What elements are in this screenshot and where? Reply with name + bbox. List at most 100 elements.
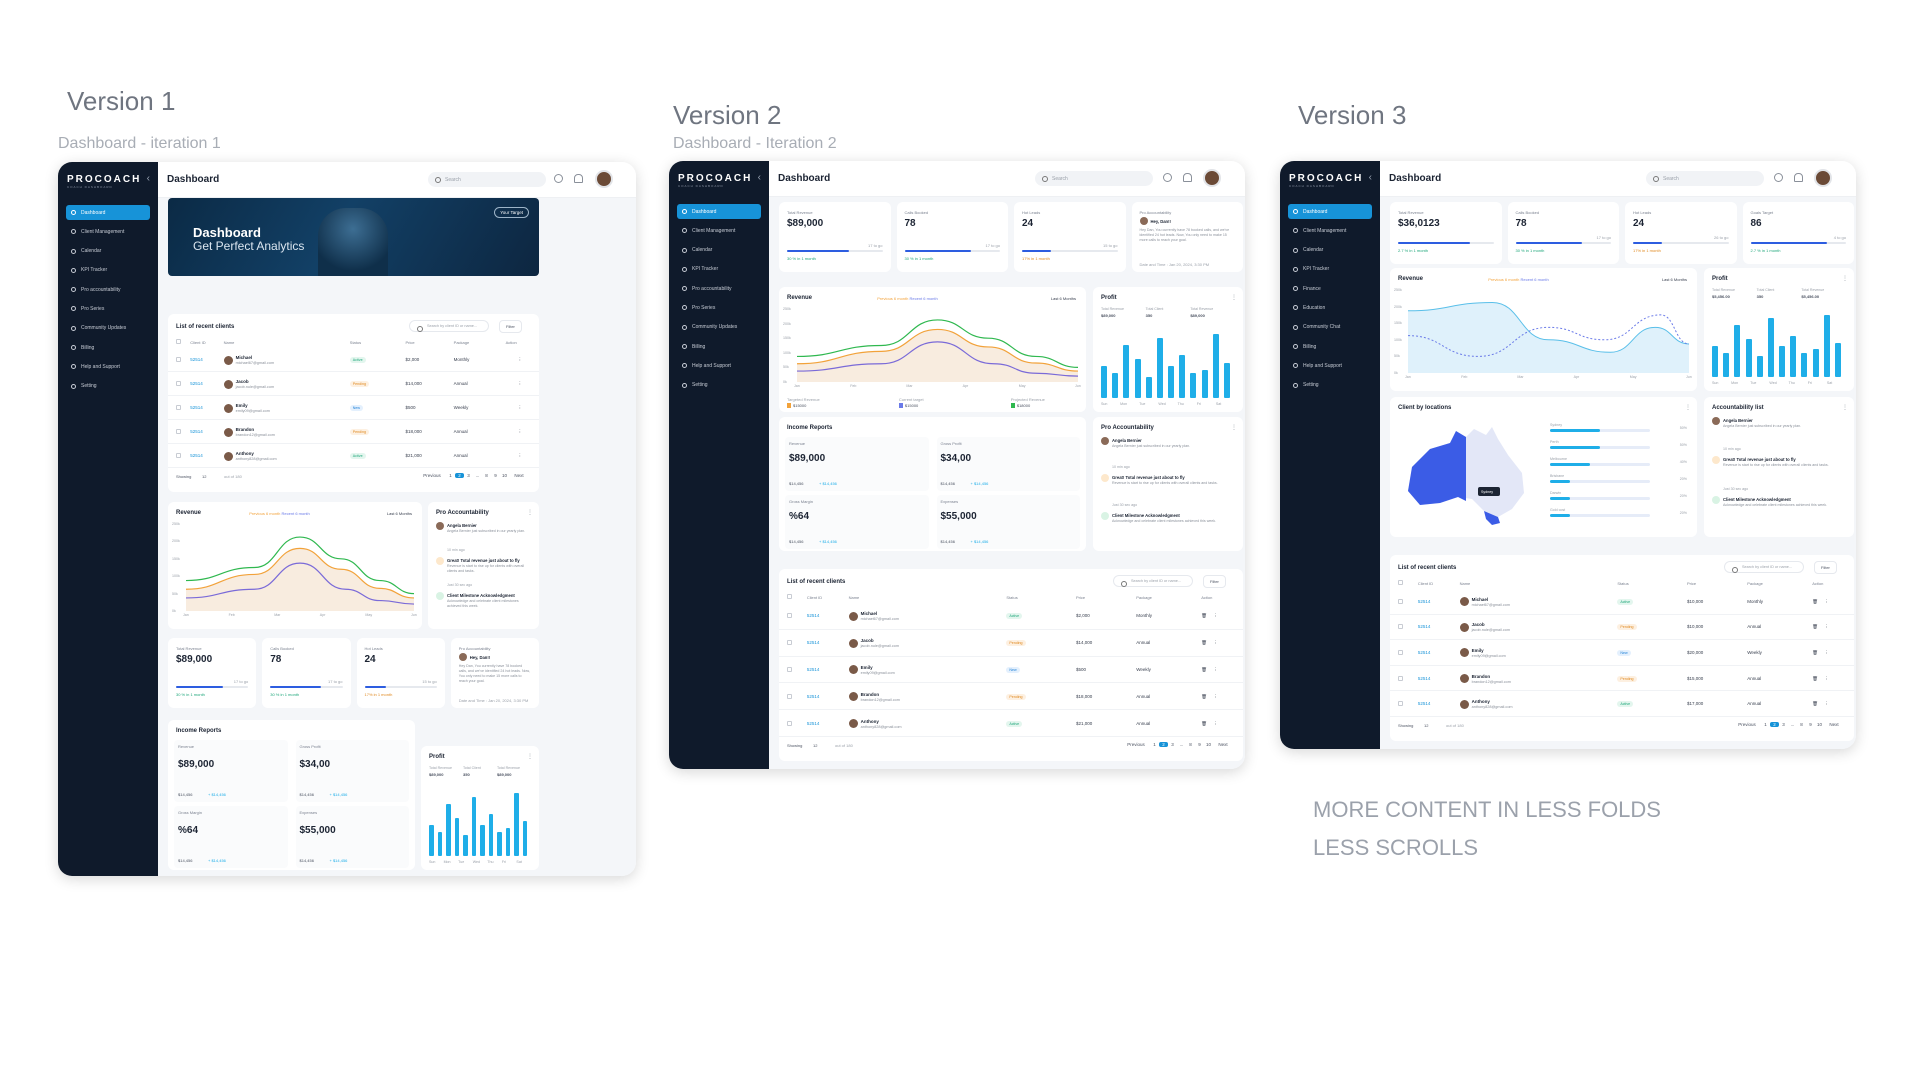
sidebar-item-client-management[interactable]: Client Management <box>1288 223 1372 238</box>
sidebar-item-calendar[interactable]: Calendar <box>1288 243 1372 258</box>
row-checkbox[interactable] <box>787 613 792 619</box>
sidebar-item-community-updates[interactable]: Community Updates <box>66 321 150 336</box>
table-row[interactable]: 52514 Emily emily09@gmail.com New $20,000 Wee… <box>1390 640 1854 666</box>
more-icon[interactable]: ⋮ <box>1231 295 1237 301</box>
sidebar-item-setting[interactable]: Setting <box>677 378 761 393</box>
page-button[interactable]: 9 <box>1809 722 1812 727</box>
page-button[interactable]: 9 <box>494 473 497 478</box>
page-button[interactable]: 8 <box>485 473 488 478</box>
table-row[interactable]: 52514 Michael michael67@gmail.com Active $2,… <box>168 348 539 372</box>
row-checkbox[interactable] <box>176 381 181 386</box>
more-icon[interactable]: ⋮ <box>1685 405 1691 411</box>
table-row[interactable]: 52514 Jacob jacob.nule@gmail.com Pending $14… <box>168 372 539 396</box>
page-button[interactable]: 10 <box>501 473 507 478</box>
page-button[interactable]: 1 <box>449 473 452 478</box>
table-row[interactable]: 52514 Anthony anthony828@gmail.com Active $1… <box>1390 691 1854 717</box>
page-button[interactable]: 10 <box>1816 722 1822 727</box>
page-button[interactable]: ... <box>1179 742 1184 747</box>
trash-icon[interactable]: 🗑 <box>1201 720 1207 726</box>
page-button[interactable]: 2 <box>1770 722 1779 727</box>
page-button[interactable]: 1 <box>1153 742 1156 747</box>
row-checkbox[interactable] <box>176 453 181 458</box>
row-checkbox[interactable] <box>1398 675 1403 681</box>
sidebar-item-community-updates[interactable]: Community Updates <box>677 320 761 335</box>
page-button[interactable]: ... <box>475 473 480 478</box>
more-icon[interactable]: ⋮ <box>1213 613 1218 619</box>
trash-icon[interactable]: 🗑 <box>1201 613 1207 619</box>
sidebar-item-pro-accountability[interactable]: Pro accountability <box>66 282 150 297</box>
page-button[interactable]: 3 <box>1171 742 1174 747</box>
sidebar-item-setting[interactable]: Setting <box>1288 378 1372 393</box>
page-button[interactable]: 3 <box>467 473 470 478</box>
table-row[interactable]: 52514 Jacob jacob.nule@gmail.com Pending $10… <box>1390 615 1854 641</box>
table-row[interactable]: 52514 Michael michael67@gmail.com Active $2,… <box>779 603 1243 630</box>
table-row[interactable]: 52514 Jacob jacob.nule@gmail.com Pending $14… <box>779 630 1243 657</box>
client-id-link[interactable]: 52514 <box>806 666 820 672</box>
more-icon[interactable]: ⋮ <box>517 381 523 386</box>
page-button[interactable]: 2 <box>455 473 464 478</box>
sidebar-item-finance[interactable]: Finance <box>1288 281 1372 296</box>
client-id-link[interactable]: 52514 <box>190 357 203 362</box>
filter-button[interactable]: Filter <box>1203 575 1226 588</box>
bell-icon[interactable] <box>1183 173 1192 182</box>
more-icon[interactable]: ⋮ <box>1213 640 1218 646</box>
row-checkbox[interactable] <box>1398 701 1403 707</box>
more-icon[interactable]: ⋮ <box>527 754 533 760</box>
trash-icon[interactable]: 🗑 <box>1812 675 1818 681</box>
row-checkbox[interactable] <box>787 666 792 672</box>
more-icon[interactable]: ⋮ <box>1824 675 1829 681</box>
previous-button[interactable]: Previous <box>423 473 441 478</box>
your-target-button[interactable]: Your Target <box>494 207 529 218</box>
more-icon[interactable]: ⋮ <box>517 405 523 410</box>
client-id-link[interactable]: 52514 <box>1417 701 1431 707</box>
table-row[interactable]: 52514 Anthony anthony828@gmail.com Active $2… <box>168 444 539 468</box>
moon-icon[interactable] <box>1774 173 1783 182</box>
sidebar-item-client-management[interactable]: Client Management <box>66 224 150 239</box>
sidebar-item-billing[interactable]: Billing <box>1288 339 1372 354</box>
client-id-link[interactable]: 52514 <box>190 381 203 386</box>
more-icon[interactable]: ⋮ <box>1213 666 1218 672</box>
avatar[interactable] <box>1814 169 1832 187</box>
next-button[interactable]: Next <box>514 473 524 478</box>
more-icon[interactable]: ⋮ <box>1842 276 1848 282</box>
select-all-checkbox[interactable] <box>176 339 181 344</box>
row-checkbox[interactable] <box>787 720 792 726</box>
client-id-link[interactable]: 52514 <box>806 640 820 646</box>
trash-icon[interactable]: 🗑 <box>1812 649 1818 655</box>
per-page-select[interactable]: 12 <box>202 474 207 479</box>
client-id-link[interactable]: 52514 <box>806 720 820 726</box>
search-input[interactable]: Search <box>428 172 546 187</box>
sidebar-item-kpi-tracker[interactable]: KPI Tracker <box>677 262 761 277</box>
row-checkbox[interactable] <box>787 640 792 646</box>
trash-icon[interactable]: 🗑 <box>1812 598 1818 604</box>
page-button[interactable]: 3 <box>1782 722 1785 727</box>
client-id-link[interactable]: 52514 <box>1417 675 1431 681</box>
row-checkbox[interactable] <box>176 357 181 362</box>
select-all-checkbox[interactable] <box>1398 580 1403 585</box>
page-button[interactable]: 10 <box>1205 742 1211 747</box>
avatar[interactable] <box>1203 169 1221 187</box>
sidebar-item-dashboard[interactable]: Dashboard <box>1288 204 1372 219</box>
trash-icon[interactable]: 🗑 <box>1201 666 1207 672</box>
sidebar-item-community-chat[interactable]: Community Chat <box>1288 320 1372 335</box>
page-button[interactable]: 8 <box>1189 742 1192 747</box>
more-icon[interactable]: ⋮ <box>1824 598 1829 604</box>
client-search-input[interactable]: Search by client ID or name... <box>409 320 489 332</box>
more-icon[interactable]: ⋮ <box>1231 425 1237 431</box>
client-id-link[interactable]: 52514 <box>190 429 203 434</box>
sidebar-item-help-and-support[interactable]: Help and Support <box>677 358 761 373</box>
row-checkbox[interactable] <box>176 405 181 410</box>
sidebar-item-pro-accountability[interactable]: Pro accountability <box>677 281 761 296</box>
sidebar-item-dashboard[interactable]: Dashboard <box>677 204 761 219</box>
row-checkbox[interactable] <box>787 693 792 699</box>
sidebar-item-client-management[interactable]: Client Management <box>677 223 761 238</box>
next-button[interactable]: Next <box>1829 722 1839 727</box>
range-select[interactable]: Last 6 Months <box>1661 277 1687 282</box>
table-row[interactable]: 52514 Emily emily09@gmail.com New $500 Weekly… <box>168 396 539 420</box>
sidebar-item-help-and-support[interactable]: Help and Support <box>1288 358 1372 373</box>
row-checkbox[interactable] <box>1398 649 1403 655</box>
client-id-link[interactable]: 52514 <box>190 453 203 458</box>
sidebar-item-setting[interactable]: Setting <box>66 379 150 394</box>
page-button[interactable]: 8 <box>1800 722 1803 727</box>
sidebar-item-kpi-tracker[interactable]: KPI Tracker <box>1288 262 1372 277</box>
